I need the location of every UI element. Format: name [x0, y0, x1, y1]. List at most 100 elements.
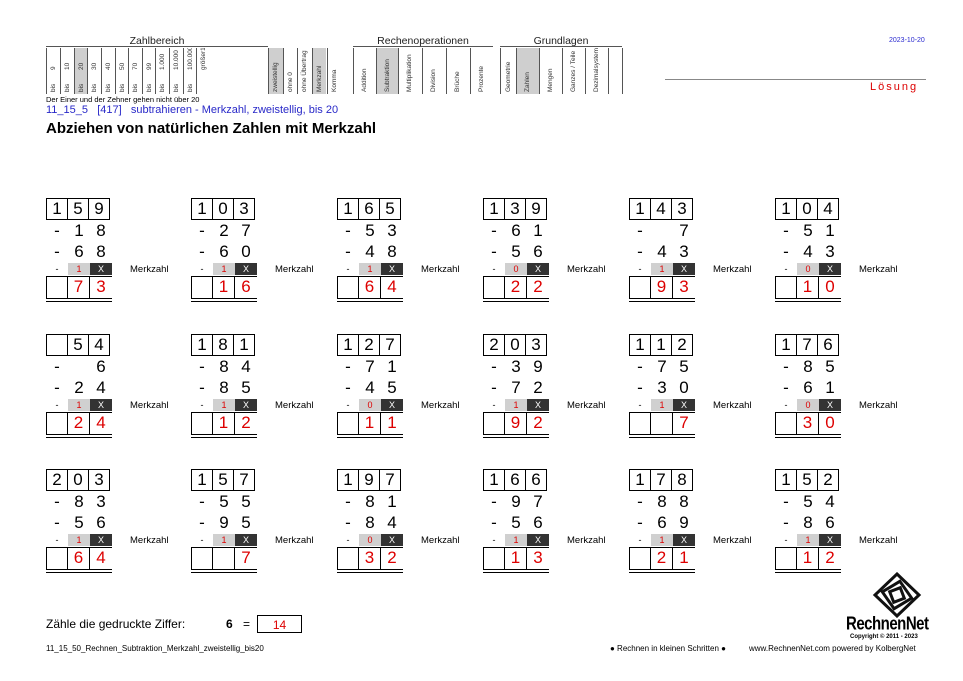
result-box[interactable]: [629, 547, 695, 569]
subtrahend-digit: 5: [511, 242, 521, 261]
result-box[interactable]: [483, 412, 549, 434]
subtrahend-digit: 8: [387, 242, 397, 261]
minuend-digit: 2: [817, 469, 839, 491]
subtrahend-digit: 2: [533, 378, 543, 397]
subtrahend-digit: 4: [96, 378, 106, 397]
result-box[interactable]: [191, 276, 257, 298]
header-col-label: Multiplikation: [406, 54, 413, 92]
header-col: 10.000 bis: [169, 48, 183, 94]
header-col-value: 50: [118, 62, 126, 70]
subtrahend-digit: 4: [241, 357, 251, 376]
minus-sign: -: [637, 378, 643, 397]
merkzahl-label: Merkzahl: [713, 400, 752, 411]
carry-digit: 1: [213, 263, 235, 275]
minuend-digit: 1: [775, 334, 797, 356]
header-col: 70 bis: [128, 48, 142, 94]
result-box[interactable]: [191, 547, 257, 569]
header-col-value: 30: [90, 62, 98, 70]
minuend-digit: 7: [233, 469, 255, 491]
minus-sign: -: [199, 242, 205, 261]
date: 2023-10-20: [889, 37, 925, 44]
result-box[interactable]: [483, 276, 549, 298]
count-answer: 14: [272, 618, 287, 632]
count-answer-box[interactable]: 14: [257, 615, 302, 633]
minuend-digit: 1: [775, 198, 797, 220]
result-digit: 2: [68, 413, 90, 434]
carry-digit: 1: [68, 263, 90, 275]
result-box[interactable]: [46, 276, 112, 298]
result-box[interactable]: [483, 547, 549, 569]
header-col-value: größer100.000: [199, 48, 207, 70]
result-box[interactable]: [775, 547, 841, 569]
rechnennet-logo: [872, 571, 922, 619]
header-col-label: Zahlen: [524, 72, 531, 92]
minus-sign: -: [784, 264, 788, 274]
result-digit: 1: [359, 413, 381, 434]
result-box[interactable]: [629, 412, 695, 434]
result-digit: [337, 548, 359, 569]
result-digit: 4: [387, 277, 397, 296]
result-box[interactable]: [46, 412, 112, 434]
merkzahl-label: Merkzahl: [859, 400, 898, 411]
minuend-digit: 3: [525, 334, 547, 356]
worksheet-code: 11_15_5: [46, 104, 89, 116]
minus-sign: -: [345, 378, 351, 397]
minuend-digit: 3: [504, 198, 526, 220]
worksheet-number: [417]: [97, 104, 122, 116]
subtrahend-digit: 7: [365, 357, 375, 376]
result-box[interactable]: [337, 547, 403, 569]
minuend-digit: 3: [233, 198, 255, 220]
subtrahend-digit: 6: [219, 242, 229, 261]
result-digit: 2: [533, 277, 543, 296]
x-mark: X: [235, 263, 257, 275]
minuend-digit: 1: [650, 334, 672, 356]
minuend-digit: 4: [650, 198, 672, 220]
result-underline: [483, 434, 549, 438]
result-digit: 2: [651, 548, 673, 569]
header-col-end: [608, 48, 622, 94]
result-box[interactable]: [191, 412, 257, 434]
subtrahend-digit: 7: [241, 221, 251, 240]
header-col-label: Brüche: [454, 71, 461, 92]
result-digit: [651, 413, 673, 434]
result-digit: [775, 277, 797, 298]
result-box[interactable]: [629, 276, 695, 298]
solution-label: Lösung: [870, 81, 919, 93]
result-digit: 7: [679, 413, 689, 432]
x-mark: X: [673, 263, 695, 275]
header-col: Addition: [353, 48, 376, 94]
subtrahend-digit: 4: [825, 492, 835, 511]
subtrahend-digit: 9: [219, 513, 229, 532]
merkzahl-label: Merkzahl: [275, 400, 314, 411]
header-col-value: 40: [104, 62, 112, 70]
result-digit: 0: [825, 413, 835, 432]
minuend-digit: 9: [88, 198, 110, 220]
subtrahend-digit: 9: [533, 357, 543, 376]
result-underline: [191, 298, 257, 302]
carry-digit: 0: [505, 263, 527, 275]
minuend-digit: 8: [671, 469, 693, 491]
result-box[interactable]: [337, 412, 403, 434]
subtrahend-digit: 3: [679, 242, 689, 261]
subtrahend-digit: 5: [241, 378, 251, 397]
result-digit: 9: [651, 277, 673, 298]
merkzahl-label: Merkzahl: [567, 264, 606, 275]
result-box[interactable]: [337, 276, 403, 298]
result-box[interactable]: [775, 412, 841, 434]
result-digit: 3: [679, 277, 689, 296]
carry-digit: 0: [359, 399, 381, 411]
header-col: Komma: [327, 48, 341, 94]
result-underline: [483, 298, 549, 302]
footer-slogan: ● Rechnen in kleinen Schritten ●: [610, 644, 726, 653]
header-col-end: [622, 48, 623, 94]
result-box[interactable]: [775, 276, 841, 298]
subtrahend-digit: 7: [511, 378, 521, 397]
topic-header-table: Zahlbereich Rechenoperationen Grundlagen…: [46, 36, 623, 94]
minus-sign: -: [199, 492, 205, 511]
result-digit: 6: [359, 277, 381, 298]
logo-spiral-icon: [872, 571, 922, 619]
minus-sign: -: [345, 242, 351, 261]
result-digit: 7: [241, 548, 251, 567]
result-box[interactable]: [46, 547, 112, 569]
merkzahl-label: Merkzahl: [421, 535, 460, 546]
